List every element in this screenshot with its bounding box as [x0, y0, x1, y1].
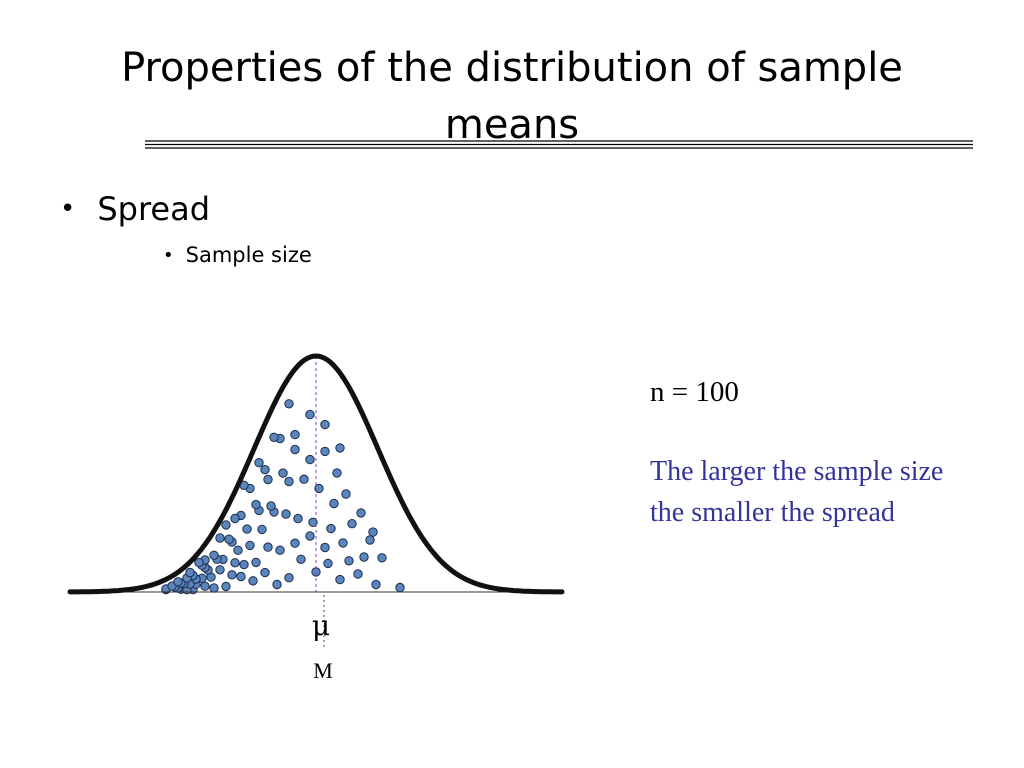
sample-dot: [281, 509, 291, 519]
bullet-marker: •: [60, 194, 76, 224]
sample-dot: [209, 550, 219, 560]
sample-dot: [221, 520, 231, 530]
sample-dot: [323, 558, 333, 569]
sample-dot: [377, 553, 387, 563]
sample-dot: [308, 517, 318, 527]
sample-dot: [215, 565, 225, 575]
sample-dot: [305, 531, 315, 541]
bullet-spread-text: Spread: [97, 190, 211, 228]
sample-dot: [326, 523, 336, 534]
sample-dot: [299, 474, 309, 484]
sample-dot: [260, 567, 270, 578]
bullet-sample-size: • Sample size: [163, 243, 312, 267]
sample-dot: [284, 399, 294, 409]
sample-dot: [173, 577, 183, 587]
sample-dot: [347, 519, 357, 529]
sample-dot: [230, 558, 240, 568]
sample-dot: [194, 557, 204, 568]
sample-size-label: n = 100: [650, 376, 739, 408]
sample-dot: [242, 524, 252, 534]
sample-dot: [365, 535, 375, 545]
sample-dot: [359, 552, 369, 562]
sample-dot: [230, 513, 240, 524]
sample-dot: [233, 545, 243, 555]
sample-dot: [320, 446, 330, 457]
sample-dot: [257, 524, 267, 535]
sample-dot: [251, 557, 261, 568]
sample-dot: [266, 501, 276, 511]
sample-dot: [329, 498, 339, 509]
mu-label: μ: [312, 609, 330, 642]
sample-dot: [335, 574, 345, 585]
sample-dot: [290, 444, 300, 455]
sample-dot: [185, 567, 195, 578]
sample-dot: [263, 474, 273, 485]
bullet-sample-size-text: Sample size: [185, 243, 312, 267]
sample-dot: [290, 429, 300, 440]
sample-dot: [200, 581, 210, 591]
sample-dot: [227, 570, 237, 580]
sample-dot: [356, 508, 366, 518]
sample-dot: [260, 465, 270, 475]
sample-dot: [236, 571, 246, 582]
sample-dot: [335, 443, 345, 453]
sample-dot: [338, 538, 348, 548]
bullet-spread: • Spread: [60, 190, 210, 228]
sample-dot: [269, 432, 279, 442]
sample-dot: [371, 579, 381, 590]
slide-title: Properties of the distribution of sample…: [121, 45, 903, 148]
sample-dot: [305, 409, 315, 420]
sample-dot: [215, 533, 225, 543]
sample-dot: [332, 468, 342, 478]
sample-dot: [284, 573, 294, 583]
spread-caption: The larger the sample size the smaller t…: [650, 456, 944, 528]
bullet-marker: •: [163, 244, 174, 266]
sample-dot: [296, 554, 306, 564]
sample-dot: [353, 569, 363, 579]
sample-dot: [290, 538, 300, 548]
sample-dot: [278, 468, 288, 478]
sample-dot: [209, 583, 219, 593]
sample-dot: [368, 527, 378, 537]
sample-dot: [221, 581, 231, 592]
sample-dot: [341, 489, 351, 499]
sample-dot: [245, 540, 255, 551]
sample-dot: [275, 545, 285, 555]
sample-dot: [239, 559, 249, 570]
normal-curve: [67, 353, 565, 595]
sample-dot: [284, 476, 294, 487]
sample-dot: [263, 542, 273, 552]
sample-dot: [305, 454, 315, 465]
sample-dot: [272, 579, 282, 590]
sample-dot: [224, 534, 234, 544]
sample-dot: [344, 556, 354, 566]
sample-dot: [293, 513, 303, 524]
m-label: M: [313, 658, 333, 683]
sample-dot: [395, 582, 405, 593]
title-underline: [145, 140, 973, 149]
sample-dot: [248, 576, 258, 586]
sample-dot: [320, 419, 330, 430]
sample-dots: [161, 399, 405, 595]
sample-dot: [251, 499, 261, 510]
sample-dot: [320, 542, 330, 553]
sample-dot: [254, 458, 264, 468]
sample-dot: [314, 483, 324, 494]
